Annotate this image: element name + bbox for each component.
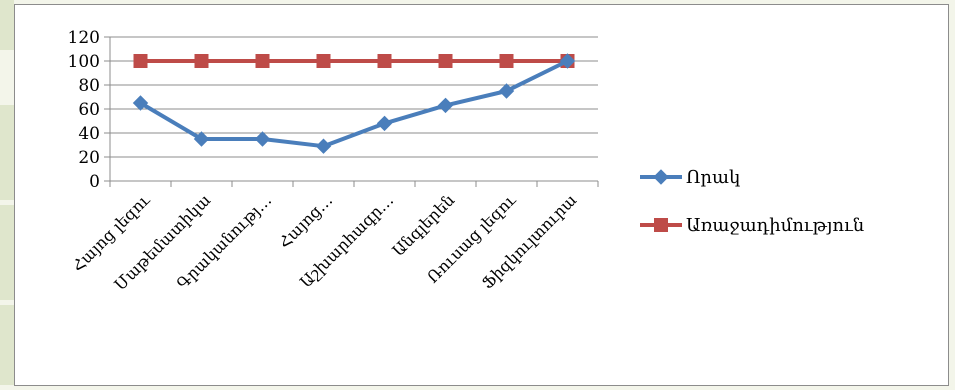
data-point-marker bbox=[438, 54, 453, 68]
data-point-marker bbox=[194, 54, 209, 68]
legend-label: Առաջադիմություն bbox=[686, 215, 864, 236]
legend: Որակ Առաջադիմություն bbox=[640, 167, 864, 236]
y-tick-label: 40 bbox=[78, 124, 100, 144]
x-category-label: Հայոց… bbox=[275, 190, 337, 252]
data-point-marker bbox=[193, 131, 210, 147]
y-tick-label: 20 bbox=[78, 148, 100, 168]
y-tick-label: 80 bbox=[78, 76, 100, 96]
chart-frame bbox=[14, 4, 949, 386]
y-axis-tick-labels: 0 20 40 60 80 100 120 bbox=[68, 28, 100, 192]
data-point-marker bbox=[315, 138, 332, 154]
decorative-strip bbox=[0, 0, 14, 50]
data-point-marker bbox=[132, 95, 149, 111]
data-point-marker bbox=[255, 54, 270, 68]
data-point-marker bbox=[559, 53, 576, 69]
decorative-strip bbox=[0, 205, 14, 300]
decorative-strip bbox=[0, 105, 14, 200]
data-point-marker bbox=[133, 54, 148, 68]
diamond-marker-icon bbox=[653, 169, 669, 185]
y-tick-label: 100 bbox=[68, 52, 100, 72]
data-point-marker bbox=[376, 115, 393, 132]
y-tick-label: 0 bbox=[89, 172, 100, 192]
decorative-strip bbox=[0, 305, 14, 385]
data-point-marker bbox=[437, 97, 454, 114]
data-point-marker bbox=[254, 131, 271, 147]
legend-item: Որակ bbox=[640, 167, 740, 188]
data-point-marker bbox=[499, 54, 514, 68]
series-layer bbox=[132, 53, 576, 154]
data-point-marker bbox=[377, 54, 392, 68]
data-point-marker bbox=[316, 54, 331, 68]
legend-item: Առաջադիմություն bbox=[640, 215, 864, 236]
legend-label: Որակ bbox=[686, 167, 740, 188]
y-tick-label: 60 bbox=[78, 100, 100, 120]
data-point-marker bbox=[498, 83, 515, 99]
y-tick-label: 120 bbox=[68, 28, 100, 48]
gridlines bbox=[104, 36, 598, 182]
series-line bbox=[139, 59, 569, 149]
square-marker-icon bbox=[654, 218, 668, 232]
series-quality bbox=[132, 53, 576, 154]
series-progress bbox=[133, 54, 575, 68]
